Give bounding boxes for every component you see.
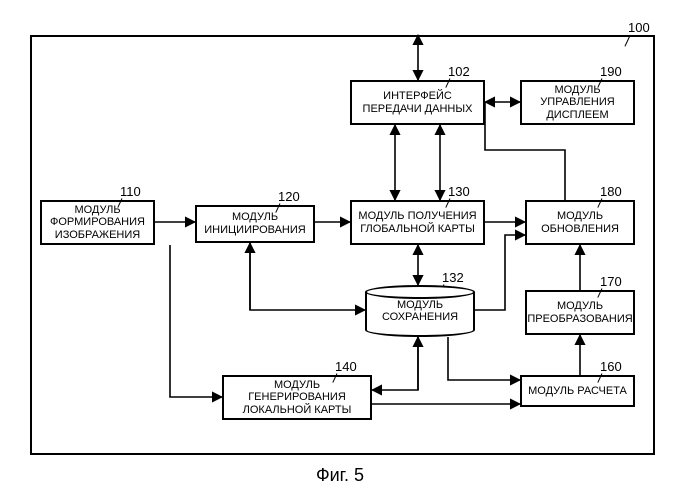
- block-b170: МОДУЛЬ ПРЕОБРАЗОВАНИЯ: [525, 290, 635, 335]
- ref-label-160: 160: [600, 359, 622, 374]
- ref-label-170: 170: [600, 274, 622, 289]
- ref-label-100: 100: [628, 20, 650, 35]
- ref-label-140: 140: [335, 359, 357, 374]
- block-b180: МОДУЛЬ ОБНОВЛЕНИЯ: [525, 200, 635, 245]
- block-b160: МОДУЛЬ РАСЧЕТА: [520, 375, 635, 407]
- ref-label-190: 190: [600, 64, 622, 79]
- storage-module-cylinder: МОДУЛЬ СОХРАНЕНИЯ: [365, 285, 475, 337]
- diagram-canvas: ИНТЕРФЕЙС ПЕРЕДАЧИ ДАННЫХ МОДУЛЬ УПРАВЛЕН…: [0, 0, 677, 500]
- ref-label-102: 102: [448, 64, 470, 79]
- ref-label-180: 180: [600, 184, 622, 199]
- block-b120: МОДУЛЬ ИНИЦИИРОВАНИЯ: [195, 205, 315, 243]
- block-b190: МОДУЛЬ УПРАВЛЕНИЯ ДИСПЛЕЕМ: [520, 80, 635, 125]
- cylinder-top: [365, 285, 475, 299]
- block-b110: МОДУЛЬ ФОРМИРОВАНИЯ ИЗОБРАЖЕНИЯ: [40, 200, 155, 245]
- ref-label-120: 120: [278, 189, 300, 204]
- figure-caption: Фиг. 5: [300, 465, 380, 486]
- ref-label-130: 130: [448, 184, 470, 199]
- ref-label-110: 110: [120, 184, 141, 199]
- storage-module-label: МОДУЛЬ СОХРАНЕНИЯ: [367, 299, 473, 323]
- block-b130: МОДУЛЬ ПОЛУЧЕНИЯ ГЛОБАЛЬНОЙ КАРТЫ: [350, 200, 485, 245]
- block-b102: ИНТЕРФЕЙС ПЕРЕДАЧИ ДАННЫХ: [350, 80, 485, 125]
- block-b140: МОДУЛЬ ГЕНЕРИРОВАНИЯ ЛОКАЛЬНОЙ КАРТЫ: [222, 375, 372, 420]
- ref-label-132: 132: [442, 270, 464, 285]
